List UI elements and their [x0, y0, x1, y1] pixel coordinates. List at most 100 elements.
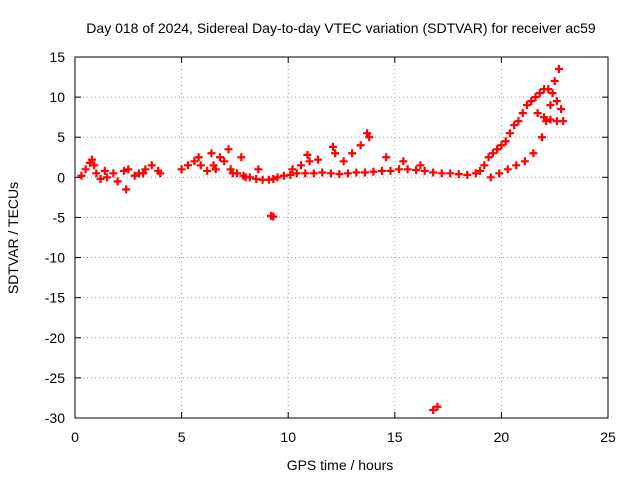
data-point [476, 166, 485, 175]
data-point [369, 167, 378, 176]
data-point [446, 169, 455, 178]
data-point [433, 402, 442, 411]
data-point [501, 137, 510, 146]
data-point [269, 212, 278, 221]
data-point [309, 169, 318, 178]
data-point [90, 161, 99, 170]
data-point [183, 161, 192, 170]
data-point [497, 141, 506, 150]
y-tick-label: 0 [57, 169, 65, 185]
data-point [207, 149, 216, 158]
data-point [495, 169, 504, 178]
data-point [363, 129, 372, 138]
data-point [348, 149, 357, 158]
data-point [557, 105, 566, 114]
data-point [318, 168, 327, 177]
data-point [237, 153, 246, 162]
y-tick-label: 15 [49, 49, 65, 65]
data-point [88, 155, 97, 164]
data-point [254, 165, 263, 174]
data-point [314, 155, 323, 164]
data-point [331, 149, 340, 158]
data-point [303, 150, 312, 159]
x-tick-label: 15 [387, 429, 403, 445]
data-point [520, 157, 529, 166]
data-point [503, 165, 512, 174]
data-point [147, 161, 156, 170]
y-tick-label: -25 [45, 370, 65, 386]
y-tick-label: -15 [45, 290, 65, 306]
data-point [96, 174, 105, 183]
y-tick-label: -5 [53, 209, 66, 225]
data-point [484, 153, 493, 162]
data-point [156, 169, 165, 178]
data-point [542, 117, 551, 126]
data-point [552, 97, 561, 106]
data-point [412, 166, 421, 175]
data-point [226, 165, 235, 174]
data-point [522, 101, 531, 110]
data-point [209, 161, 218, 170]
data-point [301, 169, 310, 178]
data-point [365, 133, 374, 142]
data-point [190, 157, 199, 166]
data-point [512, 161, 521, 170]
data-point [429, 168, 438, 177]
data-point [288, 165, 297, 174]
y-tick-label: -20 [45, 330, 65, 346]
data-point [486, 173, 495, 182]
data-point [224, 145, 233, 154]
data-point [533, 109, 542, 118]
axis-ticks: 0 5 10 15 20 25 -30 -25 -20 -15 -10 -5 0 5 10 15 [45, 49, 616, 445]
data-point [548, 89, 557, 98]
y-tick-label: -10 [45, 250, 65, 266]
data-point [488, 149, 497, 158]
data-point [92, 169, 101, 178]
data-point [177, 165, 186, 174]
data-point [416, 161, 425, 170]
data-point [120, 166, 129, 175]
data-point [527, 97, 536, 106]
data-point [454, 170, 463, 179]
data-point [220, 157, 229, 166]
data-point [463, 170, 472, 179]
x-axis-label: GPS time / hours [287, 457, 394, 473]
x-tick-label: 25 [600, 429, 616, 445]
data-point [141, 165, 150, 174]
y-tick-label: 5 [57, 129, 65, 145]
data-point [550, 77, 559, 86]
data-point [139, 169, 148, 178]
chart-title: Day 018 of 2024, Sidereal Day-to-day VTE… [86, 20, 596, 36]
data-point [124, 165, 133, 174]
data-point [403, 165, 412, 174]
data-point [77, 171, 86, 180]
data-point [273, 173, 282, 182]
data-point [546, 101, 555, 110]
data-point [399, 157, 408, 166]
data-point [544, 85, 553, 94]
data-point [196, 161, 205, 170]
data-point [109, 169, 118, 178]
data-point [352, 168, 361, 177]
data-point [386, 166, 395, 175]
data-point [537, 133, 546, 142]
data-point [378, 166, 387, 175]
data-point [505, 129, 514, 138]
data-point [292, 169, 301, 178]
data-point [335, 170, 344, 179]
data-point [518, 109, 527, 118]
data-point [113, 177, 122, 186]
data-point [554, 65, 563, 74]
data-point [395, 165, 404, 174]
data-point [535, 89, 544, 98]
grid-lines [75, 57, 608, 418]
data-point [339, 157, 348, 166]
data-point [215, 153, 224, 162]
data-point [531, 93, 540, 102]
data-point [241, 173, 250, 182]
data-point [194, 153, 203, 162]
data-point [326, 169, 335, 178]
data-point [211, 165, 220, 174]
